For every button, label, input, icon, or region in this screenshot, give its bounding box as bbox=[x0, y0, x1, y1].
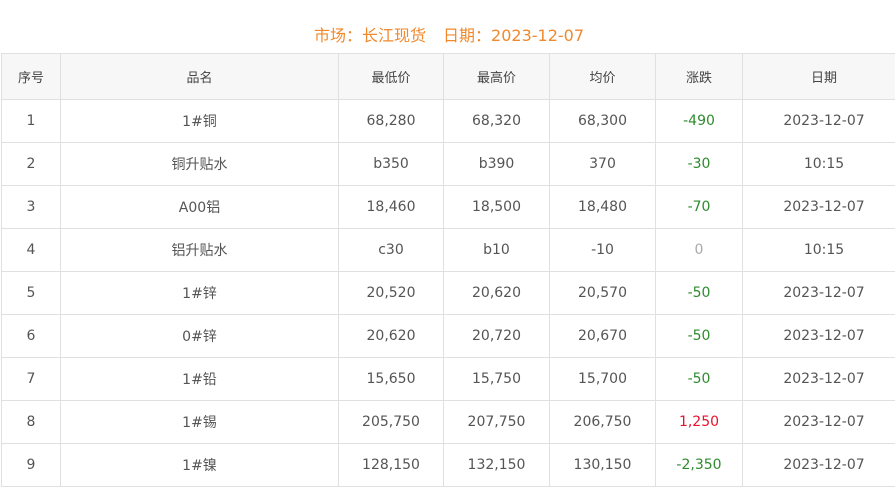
col-header-low: 最低价 bbox=[338, 53, 444, 100]
cell-date: 2023-12-07 bbox=[742, 400, 895, 444]
cell-low: 18,460 bbox=[338, 185, 444, 229]
table-row: 3 A00铝 18,460 18,500 18,480 -70 2023-12-07 bbox=[1, 185, 895, 229]
cell-name: 铝升贴水 bbox=[60, 228, 339, 272]
col-header-no: 序号 bbox=[1, 53, 61, 100]
cell-low: 128,150 bbox=[338, 443, 444, 487]
cell-high: 18,500 bbox=[443, 185, 550, 229]
cell-change: -490 bbox=[655, 99, 743, 143]
cell-date: 10:15 bbox=[742, 228, 895, 272]
cell-date: 10:15 bbox=[742, 142, 895, 186]
cell-high: 20,720 bbox=[443, 314, 550, 358]
cell-date: 2023-12-07 bbox=[742, 99, 895, 143]
cell-name: 1#锌 bbox=[60, 271, 339, 315]
cell-date: 2023-12-07 bbox=[742, 185, 895, 229]
cell-avg: 18,480 bbox=[549, 185, 656, 229]
table-row: 1 1#铜 68,280 68,320 68,300 -490 2023-12-07 bbox=[1, 99, 895, 143]
cell-low: 20,520 bbox=[338, 271, 444, 315]
cell-no: 9 bbox=[1, 443, 61, 487]
cell-no: 5 bbox=[1, 271, 61, 315]
market-label: 市场：长江现货 bbox=[313, 26, 426, 45]
cell-date: 2023-12-07 bbox=[742, 314, 895, 358]
cell-change: -50 bbox=[655, 314, 743, 358]
col-header-avg: 均价 bbox=[549, 53, 656, 100]
page-title: 市场：长江现货 日期：2023-12-07 bbox=[0, 22, 895, 46]
cell-name: 1#铜 bbox=[60, 99, 339, 143]
cell-avg: 20,670 bbox=[549, 314, 656, 358]
cell-no: 7 bbox=[1, 357, 61, 401]
cell-high: 68,320 bbox=[443, 99, 550, 143]
cell-no: 3 bbox=[1, 185, 61, 229]
cell-high: b10 bbox=[443, 228, 550, 272]
cell-avg: 15,700 bbox=[549, 357, 656, 401]
table-header: 序号 品名 最低价 最高价 均价 涨跌 日期 bbox=[1, 53, 895, 100]
date-label: 日期：2023-12-07 bbox=[443, 26, 585, 45]
cell-date: 2023-12-07 bbox=[742, 443, 895, 487]
cell-avg: 68,300 bbox=[549, 99, 656, 143]
col-header-high: 最高价 bbox=[443, 53, 550, 100]
cell-low: 15,650 bbox=[338, 357, 444, 401]
col-header-change: 涨跌 bbox=[655, 53, 743, 100]
cell-low: 20,620 bbox=[338, 314, 444, 358]
cell-name: 1#铅 bbox=[60, 357, 339, 401]
cell-change: -2,350 bbox=[655, 443, 743, 487]
cell-date: 2023-12-07 bbox=[742, 357, 895, 401]
cell-no: 6 bbox=[1, 314, 61, 358]
cell-avg: -10 bbox=[549, 228, 656, 272]
cell-avg: 206,750 bbox=[549, 400, 656, 444]
cell-change: -30 bbox=[655, 142, 743, 186]
cell-change: -70 bbox=[655, 185, 743, 229]
cell-avg: 370 bbox=[549, 142, 656, 186]
cell-name: A00铝 bbox=[60, 185, 339, 229]
table-row: 8 1#锡 205,750 207,750 206,750 1,250 2023-12-07 bbox=[1, 400, 895, 444]
table-row: 4 铝升贴水 c30 b10 -10 0 10:15 bbox=[1, 228, 895, 272]
cell-no: 4 bbox=[1, 228, 61, 272]
cell-name: 铜升贴水 bbox=[60, 142, 339, 186]
table-row: 5 1#锌 20,520 20,620 20,570 -50 2023-12-07 bbox=[1, 271, 895, 315]
cell-high: 20,620 bbox=[443, 271, 550, 315]
table-row: 7 1#铅 15,650 15,750 15,700 -50 2023-12-07 bbox=[1, 357, 895, 401]
cell-low: c30 bbox=[338, 228, 444, 272]
cell-avg: 20,570 bbox=[549, 271, 656, 315]
cell-no: 2 bbox=[1, 142, 61, 186]
table-row: 6 0#锌 20,620 20,720 20,670 -50 2023-12-07 bbox=[1, 314, 895, 358]
cell-high: 15,750 bbox=[443, 357, 550, 401]
cell-name: 1#镍 bbox=[60, 443, 339, 487]
cell-change: 0 bbox=[655, 228, 743, 272]
price-table: 序号 品名 最低价 最高价 均价 涨跌 日期 1 1#铜 68,280 68,320 6… bbox=[1, 53, 895, 487]
cell-change: -50 bbox=[655, 357, 743, 401]
table-row: 2 铜升贴水 b350 b390 370 -30 10:15 bbox=[1, 142, 895, 186]
cell-high: 207,750 bbox=[443, 400, 550, 444]
cell-no: 8 bbox=[1, 400, 61, 444]
cell-high: b390 bbox=[443, 142, 550, 186]
cell-low: 68,280 bbox=[338, 99, 444, 143]
cell-low: 205,750 bbox=[338, 400, 444, 444]
cell-name: 1#锡 bbox=[60, 400, 339, 444]
col-header-name: 品名 bbox=[60, 53, 339, 100]
cell-high: 132,150 bbox=[443, 443, 550, 487]
cell-low: b350 bbox=[338, 142, 444, 186]
table-row: 9 1#镍 128,150 132,150 130,150 -2,350 2023-12-0… bbox=[1, 443, 895, 487]
cell-avg: 130,150 bbox=[549, 443, 656, 487]
cell-change: 1,250 bbox=[655, 400, 743, 444]
cell-no: 1 bbox=[1, 99, 61, 143]
cell-date: 2023-12-07 bbox=[742, 271, 895, 315]
cell-name: 0#锌 bbox=[60, 314, 339, 358]
cell-change: -50 bbox=[655, 271, 743, 315]
col-header-date: 日期 bbox=[742, 53, 895, 100]
